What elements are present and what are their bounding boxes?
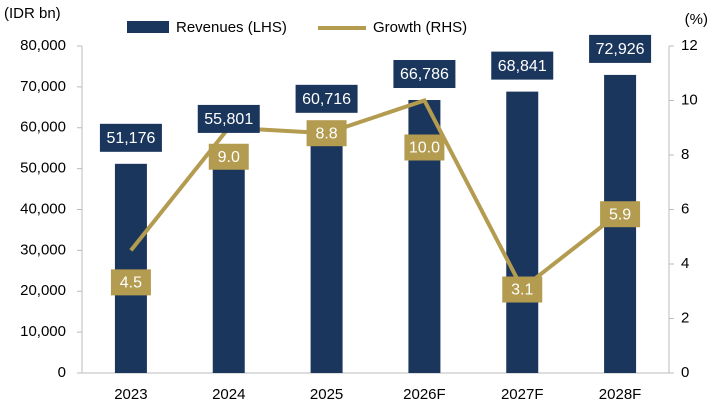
y-tick-label: 60,000: [20, 119, 66, 136]
y-tick-label: 70,000: [20, 78, 66, 95]
legend-label: Revenues (LHS): [176, 19, 287, 36]
y-tick-label: 0: [58, 364, 66, 381]
x-tick-label: 2023: [114, 386, 147, 403]
x-tick-label: 2027F: [501, 386, 544, 403]
bar: [114, 163, 147, 373]
data-label: 10.0: [409, 140, 440, 157]
data-label-box: [197, 104, 260, 133]
y-tick-label: 30,000: [20, 241, 66, 258]
data-label-box: [295, 84, 358, 113]
data-label-box: [589, 34, 652, 63]
y2-tick-label: 12: [681, 37, 698, 54]
data-label: 51,176: [106, 130, 155, 147]
y-tick-label: 20,000: [20, 282, 66, 299]
x-tick-label: 2026F: [403, 386, 446, 403]
data-label-box: [306, 120, 347, 147]
x-tick-label: 2025: [310, 386, 343, 403]
data-label-box: [404, 134, 445, 161]
legend-swatch: [127, 21, 169, 33]
data-label-box: [491, 51, 554, 80]
data-label-box: [600, 201, 641, 228]
y-tick-label: 80,000: [20, 37, 66, 54]
y2-tick-label: 0: [681, 364, 689, 381]
data-label-box: [393, 60, 456, 89]
legend-label: Growth (RHS): [373, 19, 467, 36]
y2-tick-label: 2: [681, 309, 689, 326]
y-tick-label: 50,000: [20, 160, 66, 177]
y2-tick-label: 6: [681, 200, 689, 217]
data-label: 68,841: [498, 58, 547, 75]
x-tick-label: 2028F: [599, 386, 642, 403]
data-label-box: [99, 123, 162, 152]
y-tick-label: 40,000: [20, 200, 66, 217]
data-label-box: [110, 269, 151, 296]
data-label-box: [502, 276, 543, 303]
data-label: 66,786: [400, 66, 449, 83]
y-tick-label: 10,000: [20, 323, 66, 340]
bar: [310, 124, 343, 373]
data-label: 9.0: [218, 149, 240, 166]
data-label: 55,801: [204, 111, 253, 128]
y-axis-label: (IDR bn): [4, 5, 61, 22]
data-label: 72,926: [596, 41, 645, 58]
data-label: 60,716: [302, 91, 351, 108]
y2-tick-label: 8: [681, 146, 689, 163]
y2-axis-label: (%): [685, 11, 708, 28]
bar: [212, 144, 245, 373]
data-label: 5.9: [609, 206, 631, 223]
data-label: 3.1: [511, 282, 533, 299]
x-tick-label: 2024: [212, 386, 245, 403]
data-label: 8.8: [315, 125, 337, 142]
y2-tick-label: 4: [681, 255, 689, 272]
y2-tick-label: 10: [681, 91, 698, 108]
data-label: 4.5: [120, 275, 142, 292]
data-label-box: [208, 143, 249, 170]
bar: [506, 91, 539, 373]
